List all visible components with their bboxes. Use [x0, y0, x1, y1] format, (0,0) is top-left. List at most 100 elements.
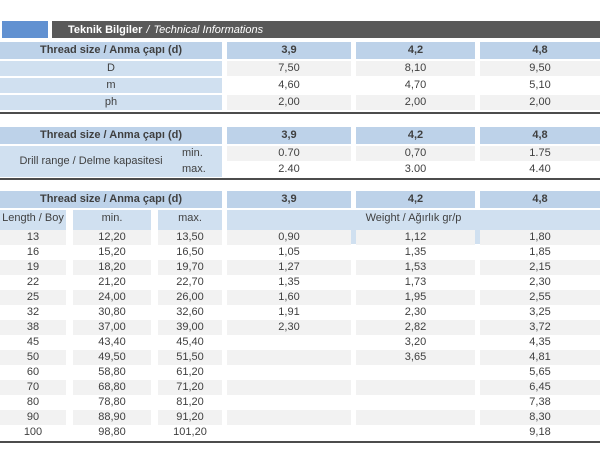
table-row: 13 12,20 13,50 0,90 1,12 1,80: [0, 230, 600, 245]
length-weight-table: Thread size / Anma çapı (d) 3,9 4,2 4,8 …: [0, 191, 600, 443]
table-row: 80 78,80 81,20 7,38: [0, 395, 600, 410]
table-row: 19 18,20 19,70 1,27 1,53 2,15: [0, 260, 600, 275]
min-max-labels: min. max.: [182, 146, 222, 177]
length-min-max-cells: 60 58,80 61,20: [0, 365, 222, 380]
row-label: m: [0, 78, 222, 93]
column-header-3-9: 3,9: [227, 127, 351, 144]
value-3-9: 2,00: [227, 95, 351, 110]
value-4-8: 2,00: [480, 95, 600, 110]
column-header-4-2: 4,2: [356, 127, 475, 144]
length-min-max-cells: 50 49,50 51,50: [0, 350, 222, 365]
title-separator: /: [146, 23, 150, 36]
length-weight-subheader-row: Length / Boy (I) min. max. Weight / Ağır…: [0, 210, 600, 244]
length-min-max-cells: 13 12,20 13,50: [0, 230, 222, 245]
table-row: 90 88,90 91,20 8,30: [0, 410, 600, 425]
value-3-9: 4,60: [278, 79, 300, 91]
min-value: 12,20: [73, 230, 151, 245]
weight-3-9: [227, 425, 351, 440]
column-header-4-2: 4,2: [356, 191, 475, 208]
weight-3-9: 1,60: [227, 290, 351, 305]
max-value: 32,60: [176, 306, 204, 318]
max-value: 26,00: [158, 290, 222, 305]
value-4-2: 2,00: [356, 95, 475, 110]
min-value-3-9: 0.70: [227, 146, 351, 161]
length-value: 16: [26, 246, 40, 258]
max-value: 39,00: [158, 320, 222, 335]
table-row: D 7,50 8,10 9,50: [0, 61, 600, 76]
min-value: 43,40: [98, 336, 126, 348]
section-title-bar: Teknik Bilgiler / Technical Informations: [52, 21, 600, 38]
weight-4-2: 1,53: [356, 260, 475, 275]
weight-4-8: 9,18: [529, 426, 551, 438]
table-row: 60 58,80 61,20 5,65: [0, 365, 600, 380]
min-value: 68,80: [73, 380, 151, 395]
weight-4-2: [356, 365, 475, 380]
max-value-3-9: 2.40: [227, 162, 351, 177]
weight-4-2: [356, 380, 475, 395]
length-value: 70: [0, 380, 66, 395]
weight-3-9: 1,27: [227, 260, 351, 275]
max-value: 13,50: [158, 230, 222, 245]
max-value-4-8: 4.40: [480, 162, 600, 177]
min-label: min.: [182, 147, 203, 159]
max-value: 91,20: [158, 410, 222, 425]
weight-4-2: [356, 395, 475, 410]
value-4-2: 4,70: [404, 79, 427, 91]
weight-4-8: 2,30: [529, 276, 551, 288]
title-turkish: Teknik Bilgiler: [68, 23, 143, 36]
weight-4-2: 2,82: [356, 320, 475, 335]
min-value-4-2: 0,70: [356, 146, 475, 161]
length-min-max-cells: 16 15,20 16,50: [0, 245, 222, 260]
max-value: 51,50: [158, 350, 222, 365]
min-value-4-8: 1.75: [480, 146, 600, 161]
length-value: 50: [0, 350, 66, 365]
length-value: 80: [26, 396, 40, 408]
min-value: 30,80: [98, 306, 126, 318]
max-value: 22,70: [176, 276, 204, 288]
weight-4-8: 3,25: [529, 306, 551, 318]
weight-4-2: 2,30: [404, 306, 427, 318]
weight-4-2: 3,65: [356, 350, 475, 365]
drill-range-label-cell: Drill range / Delme kapasitesi min. max.: [0, 146, 222, 177]
weight-3-9: [227, 410, 351, 425]
length-min-max-cells: 70 68,80 71,20: [0, 380, 222, 395]
drill-range-label: Drill range / Delme kapasitesi: [19, 155, 163, 167]
length-value: 100: [23, 426, 43, 438]
thread-size-header-label: Thread size / Anma çapı (d): [0, 127, 222, 144]
length-value: 45: [26, 336, 40, 348]
min-value: 21,20: [98, 276, 126, 288]
weight-4-8: 6,45: [480, 380, 600, 395]
length-value: 60: [26, 366, 40, 378]
thread-dimensions-body: D 7,50 8,10 9,50 m 4,60 4,70 5,10 ph 2,0…: [0, 61, 600, 110]
max-value: 81,20: [176, 396, 204, 408]
weight-4-2: 1,73: [404, 276, 427, 288]
thread-dimensions-header-row: Thread size / Anma çapı (d) 3,9 4,2 4,8: [0, 42, 600, 59]
min-value: 37,00: [73, 320, 151, 335]
min-value: 24,00: [73, 290, 151, 305]
weight-3-9: 1,91: [278, 306, 300, 318]
weight-4-8: 7,38: [529, 396, 551, 408]
weight-4-8: 2,15: [480, 260, 600, 275]
value-4-8: 5,10: [529, 79, 551, 91]
length-min-max-cells: 32 30,80 32,60: [0, 305, 222, 320]
length-min-max-cells: 100 98,80 101,20: [0, 425, 222, 440]
table-row: 70 68,80 71,20 6,45: [0, 380, 600, 395]
section-divider: [0, 441, 600, 443]
table-row: 100 98,80 101,20 9,18: [0, 425, 600, 440]
weight-3-9: [227, 335, 351, 350]
length-min-max-cells: 80 78,80 81,20: [0, 395, 222, 410]
weight-3-9: 1,05: [278, 246, 300, 258]
min-value: 18,20: [73, 260, 151, 275]
column-header-4-8: 4,8: [480, 127, 600, 144]
length-min-max-cells: 22 21,20 22,70: [0, 275, 222, 290]
max-value: 101,20: [173, 426, 207, 438]
length-value: 22: [26, 276, 40, 288]
max-value: 45,40: [176, 336, 204, 348]
length-min-max-cells: 19 18,20 19,70: [0, 260, 222, 275]
column-header-4-8: 4,8: [480, 42, 600, 59]
length-min-max-cells: 25 24,00 26,00: [0, 290, 222, 305]
thread-dimensions-table: Thread size / Anma çapı (d) 3,9 4,2 4,8 …: [0, 42, 600, 114]
length-weight-body: 13 12,20 13,50 0,90 1,12 1,80 16 15,20 1…: [0, 230, 600, 440]
length-value: 19: [0, 260, 66, 275]
length-min-max-cells: 38 37,00 39,00: [0, 320, 222, 335]
